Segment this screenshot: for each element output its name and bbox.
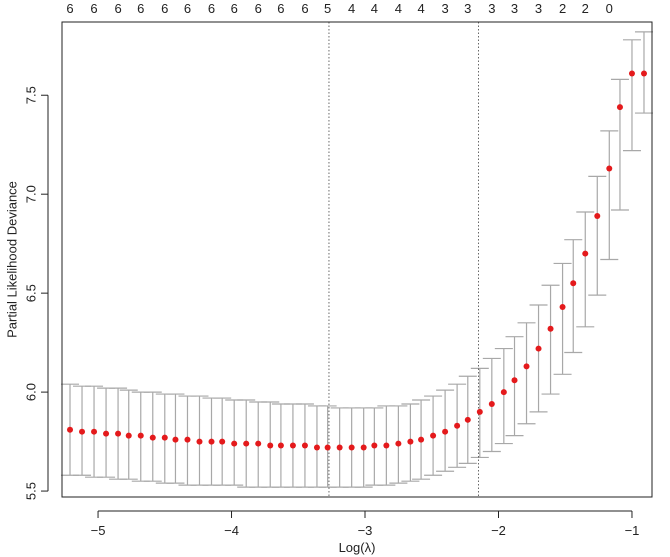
data-point: [184, 436, 191, 443]
data-point: [277, 442, 284, 449]
top-axis-label: 6: [66, 1, 73, 16]
data-point: [535, 345, 542, 352]
x-tick-label: −1: [625, 523, 640, 538]
data-point: [442, 428, 449, 435]
data-point: [196, 438, 203, 445]
y-tick-label: 6.0: [24, 383, 39, 401]
data-point: [570, 280, 577, 287]
top-axis-label: 6: [114, 1, 121, 16]
data-point: [606, 165, 613, 172]
data-point: [628, 70, 635, 77]
data-point: [500, 389, 507, 396]
top-axis-label: 3: [535, 1, 542, 16]
top-axis-label: 6: [208, 1, 215, 16]
top-axis-label: 4: [417, 1, 424, 16]
data-point: [582, 250, 589, 257]
y-axis: 5.5 6.0 6.5 7.0 7.5: [24, 86, 49, 500]
data-point: [523, 363, 530, 370]
top-axis-label: 6: [277, 1, 284, 16]
data-point: [348, 444, 355, 451]
top-axis-label: 0: [606, 1, 613, 16]
top-axis-label: 2: [582, 1, 589, 16]
top-axis-label: 4: [348, 1, 355, 16]
top-axis-label: 6: [184, 1, 191, 16]
data-point: [640, 70, 647, 77]
top-axis-label: 3: [511, 1, 518, 16]
data-point: [616, 104, 623, 111]
x-tick-label: −2: [491, 523, 506, 538]
data-point: [267, 442, 274, 449]
data-point: [243, 440, 250, 447]
top-axis-label: 6: [161, 1, 168, 16]
data-point: [371, 442, 378, 449]
y-tick-label: 7.0: [24, 185, 39, 203]
top-axis-label: 3: [464, 1, 471, 16]
top-axis-label: 6: [301, 1, 308, 16]
top-axis-label: 6: [137, 1, 144, 16]
data-point: [407, 438, 414, 445]
data-point: [594, 212, 601, 219]
x-tick-label: −4: [224, 523, 239, 538]
data-point: [395, 440, 402, 447]
plot-frame: [61, 21, 653, 498]
data-points: [67, 70, 647, 451]
data-point: [559, 304, 566, 310]
top-axis-label: 6: [255, 1, 262, 16]
data-point: [161, 434, 168, 441]
y-tick-label: 5.5: [24, 482, 39, 500]
data-point: [301, 442, 308, 449]
data-point: [418, 436, 425, 443]
data-point: [91, 428, 98, 435]
data-point: [430, 432, 437, 439]
data-point: [488, 400, 495, 407]
top-axis-label: 4: [371, 1, 378, 16]
data-point: [231, 440, 238, 447]
top-axis-label: 2: [559, 1, 566, 16]
data-point: [511, 377, 518, 384]
data-point: [476, 408, 483, 415]
x-axis: −5 −4 −3 −2 −1: [91, 510, 640, 538]
data-point: [103, 430, 110, 437]
x-tick-label: −3: [358, 523, 373, 538]
data-point: [313, 444, 320, 451]
reference-lines: [328, 22, 479, 497]
data-point: [219, 438, 226, 445]
data-point: [547, 325, 554, 332]
y-tick-label: 7.5: [24, 86, 39, 104]
y-axis-label: Partial Likelihood Deviance: [5, 181, 20, 338]
top-axis-label: 4: [395, 1, 402, 16]
y-tick-label: 6.5: [24, 284, 39, 302]
x-tick-label: −5: [91, 523, 106, 538]
data-point: [137, 432, 144, 439]
data-point: [125, 432, 132, 439]
top-axis-label: 3: [488, 1, 495, 16]
data-point: [67, 426, 74, 433]
top-axis-label: 5: [324, 1, 331, 16]
top-axis-label: 3: [441, 1, 448, 16]
data-point: [464, 416, 471, 423]
data-point: [208, 438, 215, 445]
data-point: [172, 436, 179, 443]
data-point: [149, 434, 156, 441]
data-point: [324, 444, 331, 451]
x-axis-label: Log(λ): [339, 540, 376, 555]
data-point: [255, 440, 262, 447]
data-point: [383, 442, 390, 449]
data-point: [336, 444, 343, 451]
top-axis-label: 6: [231, 1, 238, 16]
data-point: [360, 444, 367, 451]
error-bars: [61, 31, 653, 488]
data-point: [115, 430, 122, 437]
data-point: [454, 422, 461, 429]
data-point: [79, 428, 86, 435]
data-point: [289, 442, 296, 449]
top-axis-label: 6: [90, 1, 97, 16]
